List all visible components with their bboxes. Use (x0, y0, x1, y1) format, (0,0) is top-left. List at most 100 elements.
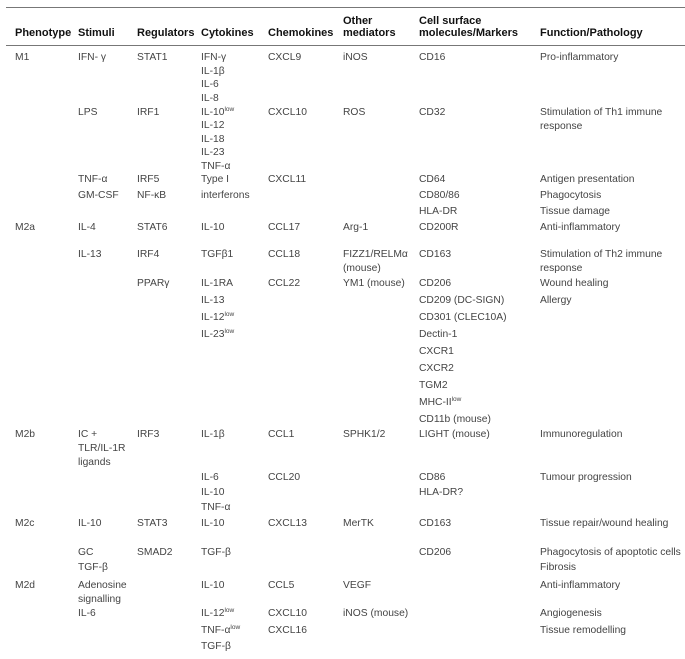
stimuli-cell: TLR/IL-1R (78, 443, 126, 454)
chemokines-cell: CXCL9 (268, 52, 302, 63)
column-header-cell-surface-markers: molecules/Markers (419, 27, 519, 39)
column-header-cytokines: Cytokines (201, 27, 254, 39)
stimuli-cell: IC + (78, 429, 98, 440)
column-header-phenotype: Phenotype (15, 27, 72, 39)
cytokines-cell: IL-10 (201, 580, 225, 591)
cell-superscript: low (451, 396, 462, 403)
cytokines-cell: IL-12low (201, 311, 235, 324)
phenotype-cell: M2c (15, 518, 35, 529)
stimuli-cell: IFN- γ (78, 52, 107, 63)
phenotype-cell: M2d (15, 580, 36, 591)
cell-surface-markers-cell: CD32 (419, 107, 446, 118)
cell-superscript: low (224, 311, 235, 318)
regulators-cell: STAT3 (137, 518, 168, 529)
cytokines-cell: IL-13 (201, 295, 225, 306)
other-mediators-cell: ROS (343, 107, 366, 118)
cytokines-cell: IL-12low (201, 607, 234, 620)
cell-surface-markers-cell: Dectin-1 (419, 329, 458, 340)
function-pathology-cell: Phagocytosis (540, 190, 602, 201)
cytokines-cell: TGF-β (201, 641, 231, 652)
other-mediators-cell: YM1 (mouse) (343, 278, 405, 289)
cell-text: IL-12 (201, 312, 225, 323)
cell-text: IL-10 (201, 107, 225, 118)
cytokines-cell: IL-10 (201, 222, 225, 233)
other-mediators-cell: FIZZ1/RELMα (343, 249, 408, 260)
column-header-cell-surface-markers: Cell surface (419, 15, 482, 27)
regulators-cell: IRF3 (137, 429, 160, 440)
function-pathology-cell: Stimulation of Th1 immune (540, 107, 663, 118)
function-pathology-cell: Tissue damage (540, 206, 611, 217)
stimuli-cell: GM-CSF (78, 190, 119, 201)
function-pathology-cell: Wound healing (540, 278, 609, 289)
cytokines-cell: IL-6 (201, 79, 219, 90)
function-pathology-cell: Antigen presentation (540, 174, 635, 185)
cytokines-cell: IL-10 (201, 487, 225, 498)
function-pathology-cell: Angiogenesis (540, 608, 602, 619)
stimuli-cell: TGF-β (78, 561, 108, 573)
stimuli-cell: GC (78, 547, 94, 558)
phenotype-cell: M2b (15, 429, 36, 440)
cell-superscript: low (230, 623, 241, 631)
other-mediators-cell: VEGF (343, 580, 372, 591)
cytokines-cell: TGF-β (201, 547, 231, 558)
cytokines-cell: IL-1RA (201, 278, 234, 289)
regulators-cell: PPARγ (137, 278, 170, 289)
stimuli-cell: IL-4 (78, 222, 96, 233)
regulators-cell: SMAD2 (137, 547, 173, 558)
stimuli-cell: IL-13 (78, 249, 102, 260)
regulators-cell: STAT6 (137, 222, 168, 233)
cytokines-cell: TNF-α (201, 160, 231, 172)
chemokines-cell: CCL22 (268, 278, 301, 289)
cell-surface-markers-cell: CD16 (419, 52, 446, 63)
cell-surface-markers-cell: CD86 (419, 472, 446, 483)
function-pathology-cell: Anti-inflammatory (540, 580, 621, 591)
chemokines-cell: CCL20 (268, 472, 301, 483)
function-pathology-cell: Phagocytosis of apoptotic cells (540, 547, 681, 558)
other-mediators-cell: MerTK (343, 518, 374, 529)
cytokines-cell: IL-1β (201, 65, 225, 77)
function-pathology-cell: Tissue repair/wound healing (540, 518, 669, 529)
chemokines-cell: CCL5 (268, 580, 295, 591)
regulators-cell: IRF5 (137, 174, 160, 185)
function-pathology-cell: response (540, 120, 583, 132)
cell-surface-markers-cell: CD11b (mouse) (419, 414, 491, 425)
cell-surface-markers-cell: CD163 (419, 249, 452, 260)
cytokines-cell: IL-10 (201, 518, 225, 529)
cell-surface-markers-cell: CD301 (CLEC10A) (419, 312, 507, 323)
other-mediators-cell: iNOS (343, 52, 368, 63)
cell-text: TNF-α (201, 624, 231, 636)
other-mediators-cell: (mouse) (343, 262, 381, 274)
cell-surface-markers-cell: CD64 (419, 174, 446, 185)
cytokines-cell: interferons (201, 190, 250, 201)
other-mediators-cell: SPHK1/2 (343, 429, 386, 440)
function-pathology-cell: Immunoregulation (540, 429, 623, 440)
chemokines-cell: CCL17 (268, 222, 301, 233)
cytokines-cell: IL-18 (201, 133, 225, 145)
chemokines-cell: CXCL13 (268, 518, 307, 529)
function-pathology-cell: response (540, 262, 583, 274)
cell-surface-markers-cell: HLA-DR (419, 206, 458, 217)
cell-superscript: low (224, 328, 235, 335)
cell-superscript: low (224, 106, 235, 113)
stimuli-cell: IL-10 (78, 518, 102, 529)
chemokines-cell: CXCL16 (268, 624, 307, 636)
function-pathology-cell: Tumour progression (540, 472, 632, 483)
cell-surface-markers-cell: CD206 (419, 278, 452, 289)
phenotype-cell: M1 (15, 52, 30, 63)
cytokines-cell: IFN-γ (201, 52, 227, 63)
phenotype-cell: M2a (15, 222, 36, 233)
cell-surface-markers-cell: MHC-IIlow (419, 396, 462, 409)
cytokines-cell: TNF-α (201, 502, 231, 513)
chemokines-cell: CXCL11 (268, 174, 307, 185)
other-mediators-cell: iNOS (mouse) (343, 608, 409, 619)
cytokines-cell: TGFβ1 (201, 249, 234, 260)
stimuli-cell: ligands (78, 457, 111, 468)
cell-surface-markers-cell: CD206 (419, 547, 452, 558)
cell-surface-markers-cell: CXCR2 (419, 363, 454, 374)
cytokines-cell: IL-12 (201, 120, 225, 132)
stimuli-cell: IL-6 (78, 608, 96, 619)
regulators-cell: IRF4 (137, 249, 160, 260)
stimuli-cell: LPS (78, 107, 98, 118)
regulators-cell: IRF1 (137, 107, 160, 118)
stimuli-cell: Adenosine (78, 580, 127, 591)
